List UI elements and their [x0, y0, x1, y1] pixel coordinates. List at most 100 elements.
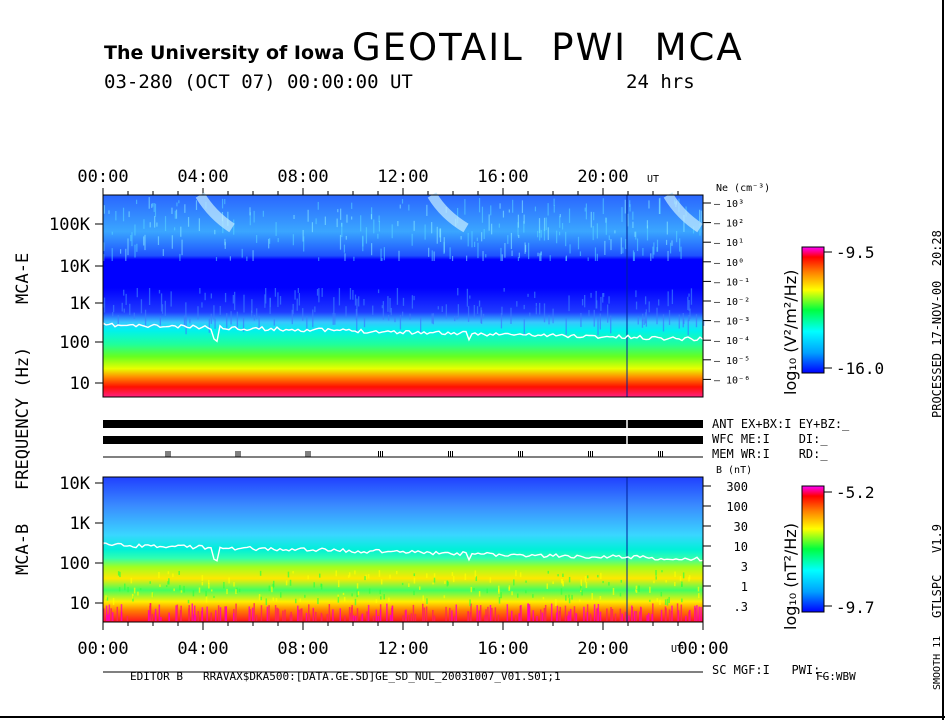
top-time-axis: 00:00 04:00 08:00 12:00 16:00 20:00 [77, 167, 679, 195]
mca-b-band-noise [167, 571, 170, 575]
mca-e-hash [437, 306, 439, 310]
mca-b-band-noise [649, 599, 651, 602]
colorbar-b-min: -9.7 [836, 598, 875, 617]
mca-e-burst [680, 246, 682, 259]
processed-stamp: PROCESSED 17-NOV-00 20:28 [930, 230, 944, 418]
mca-b-spike [453, 616, 456, 621]
mca-b-spike [160, 616, 162, 621]
mca-e-burst [665, 239, 668, 245]
mca-b-spike [555, 612, 558, 621]
mca-e-burst [491, 223, 493, 235]
mca-b-spike [494, 607, 497, 621]
mca-b-band-noise [205, 596, 208, 603]
mca-e-hash [302, 308, 304, 321]
mca-e-burst [345, 235, 347, 240]
mca-e-burst [370, 214, 373, 220]
b-axis-tick-label: 30 [734, 520, 748, 534]
mca-e-burst [108, 210, 110, 214]
mca-e-burst [344, 253, 346, 268]
mca-e-burst [303, 236, 305, 252]
mca-e-burst [227, 211, 229, 226]
mca-e-burst [482, 251, 484, 267]
mca-b-spike [356, 608, 359, 621]
mca-b-spike [698, 606, 700, 621]
mca-e-hash [144, 309, 147, 327]
mca-e-hash [695, 314, 698, 328]
mca-e-hash [568, 295, 570, 312]
mca-b-band-noise [380, 579, 383, 585]
mca-b-band-noise [464, 573, 467, 580]
smooth-label: SMOOTH 11 [932, 636, 943, 690]
mca-e-hash [595, 290, 597, 309]
mca-e-hash [358, 296, 360, 307]
mca-e-burst [229, 256, 231, 261]
mca-e-hash [642, 313, 644, 322]
mca-e-hash [161, 304, 164, 314]
mca-b-band-noise [668, 596, 670, 604]
mca-e-burst [523, 221, 525, 233]
mca-e-hash [121, 302, 123, 312]
mca-b-band-noise [655, 570, 657, 576]
mca-e-hash [338, 288, 341, 306]
mca-e-burst [371, 243, 373, 256]
mca-e-burst [424, 224, 426, 240]
mca-e-burst [699, 223, 701, 236]
mca-e-burst [224, 241, 226, 249]
mca-e-hash [390, 307, 392, 316]
mca-e-burst [317, 201, 319, 210]
mca-e-hash [548, 315, 550, 325]
mca-b-spike [274, 605, 277, 621]
mca-b-band-noise [602, 580, 604, 584]
mca-b-spike [107, 614, 110, 621]
mca-e-burst [676, 230, 678, 243]
mca-e-burst [224, 199, 226, 205]
mca-e-hash [381, 305, 383, 309]
mca-e-hash [527, 293, 529, 297]
mca-b-spike [445, 606, 447, 621]
mca-b-spike [192, 614, 195, 621]
mca-e-burst [528, 242, 530, 260]
mca-b-spike [532, 610, 534, 621]
mca-b-spike [352, 615, 355, 621]
mca-e-burst [632, 221, 634, 228]
mca-e-burst [483, 229, 485, 240]
mca-e-burst [699, 209, 701, 222]
mca-e-hash [298, 293, 301, 306]
mca-b-spike [619, 608, 622, 621]
mca-b-spike [631, 606, 634, 621]
mca-b-band-noise [443, 595, 446, 599]
mca-b-band-noise [580, 579, 583, 587]
mca-e-burst [103, 254, 105, 262]
mca-b-band-noise [635, 585, 638, 590]
mca-e-burst [143, 219, 145, 229]
mca-e-hash [112, 312, 114, 317]
mca-b-spike [550, 603, 553, 621]
mca-b-band-noise [660, 591, 663, 597]
mca-b-spike [624, 611, 627, 621]
mca-e-burst [180, 226, 182, 237]
mca-e-hash [333, 297, 335, 314]
mca-e-burst [162, 249, 164, 256]
mca-b-spike [596, 608, 598, 621]
mca-b-band-noise [620, 579, 623, 583]
mca-e-burst [351, 216, 353, 220]
mca-e-hash [382, 301, 385, 320]
mca-b-spike [116, 606, 119, 621]
mca-b-band-noise [271, 586, 273, 593]
mca-e-hash [688, 293, 690, 297]
mca-b-band-noise [599, 596, 602, 600]
ne-axis-tick-label: – 10⁻⁵ [714, 356, 750, 367]
mca-e-hash [387, 315, 390, 321]
mca-b-band-noise [525, 580, 527, 583]
mca-b-spike [201, 607, 204, 621]
mca-e-burst [605, 217, 607, 235]
mca-e-hash [345, 306, 347, 318]
mca-b-spike [197, 611, 200, 621]
mca-e-burst [547, 227, 549, 240]
mca-b-spike [224, 606, 226, 621]
mca-b-spike [621, 613, 623, 621]
mca-e-burst [399, 204, 401, 209]
mca-e-burst [634, 231, 636, 237]
mca-b-band-noise [105, 595, 107, 600]
mca-b-band-noise [380, 596, 382, 600]
